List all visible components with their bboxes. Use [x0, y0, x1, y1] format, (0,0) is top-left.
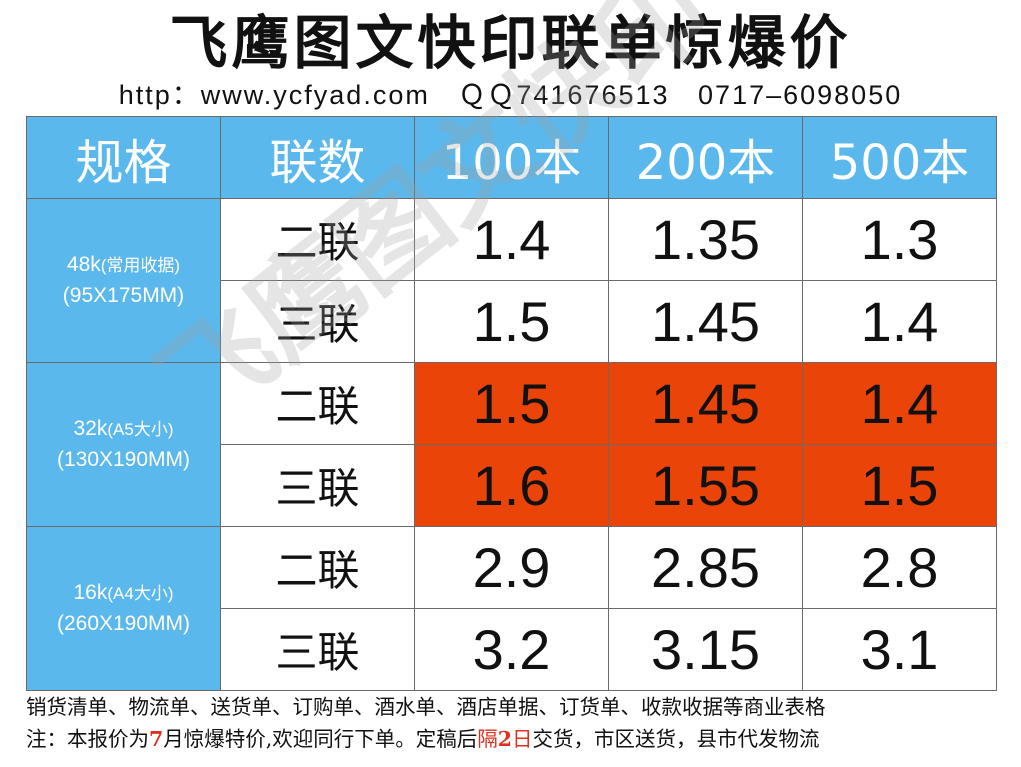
spec-size: 16k [73, 581, 108, 604]
spec-desc: (常用收据) [100, 256, 181, 275]
note-line-2: 注：本报价为7月惊爆特价,欢迎同行下单。定稿后隔2日交货，市区送货，县市代发物流 [26, 724, 1001, 754]
price-cell: 3.2 [414, 608, 609, 691]
price-cell: 1.3 [802, 198, 997, 281]
copies-cell: 三联 [220, 444, 415, 527]
copies-cell: 三联 [220, 280, 415, 363]
price-cell: 2.85 [608, 526, 803, 609]
spec-48k: 48k(常用收据) (95X175MM) [26, 198, 221, 363]
price-cell: 1.4 [414, 198, 609, 281]
spec-dims: (260X190MM) [56, 612, 191, 635]
copies-cell: 二联 [220, 526, 415, 609]
price-cell: 3.15 [608, 608, 803, 691]
qq-number: ＱＱ741676513 [458, 80, 670, 110]
page-title: 飞鹰图文快印联单惊爆价 [169, 9, 852, 77]
price-cell: 1.5 [802, 444, 997, 527]
spec-desc: (A5大小) [107, 420, 174, 439]
price-cell: 1.45 [608, 280, 803, 363]
spec-dims: (130X190MM) [56, 448, 191, 471]
header-copies: 联数 [220, 116, 415, 199]
phone-number: 0717–6098050 [698, 80, 903, 110]
copies-cell: 二联 [220, 198, 415, 281]
note-days-b: 日 [512, 727, 533, 751]
price-cell: 3.1 [802, 608, 997, 691]
price-cell: 1.5 [414, 362, 609, 445]
spec-dims: (95X175MM) [62, 284, 185, 307]
website-url[interactable]: http：www.ycfyad.com [118, 80, 430, 110]
price-cell: 1.45 [608, 362, 803, 445]
header-200: 200本 [608, 116, 803, 199]
note-line-1: 销货清单、物流单、送货单、订购单、酒水单、酒店单据、订货单、收款收据等商业表格 [26, 695, 826, 719]
copies-cell: 二联 [220, 362, 415, 445]
price-cell: 1.35 [608, 198, 803, 281]
table-row-highlighted: 32k(A5大小) (130X190MM) 二联 1.5 1.45 1.4 [26, 362, 997, 527]
copies-cell: 三联 [220, 608, 415, 691]
price-cell: 2.9 [414, 526, 609, 609]
note-text: 月惊爆特价,欢迎同行下单。定稿后 [163, 727, 478, 751]
price-cell: 1.4 [802, 280, 997, 363]
note-text: 交货，市区送货，县市代发物流 [532, 727, 820, 751]
note-days-a: 隔 [477, 727, 498, 751]
note-month: 7 [149, 727, 164, 751]
contact-line: http：www.ycfyad.com ＱＱ741676513 0717–609… [0, 78, 1021, 112]
price-cell: 1.55 [608, 444, 803, 527]
header-100: 100本 [414, 116, 609, 199]
note-days-num: 2 [497, 727, 513, 751]
spec-16k: 16k(A4大小) (260X190MM) [26, 526, 221, 691]
note-text: 注：本报价为 [26, 727, 149, 751]
spec-desc: (A4大小) [107, 584, 174, 603]
price-cell: 2.8 [802, 526, 997, 609]
spec-size: 32k [73, 417, 108, 440]
table-row: 三联 1.5 1.45 1.4 [27, 280, 997, 363]
table-row: 48k(常用收据) (95X175MM) 二联 1.4 1.35 1.3 [26, 198, 997, 363]
header-spec: 规格 [26, 116, 221, 199]
table-header-row: 规格 联数 100本 200本 500本 [26, 116, 997, 199]
spec-32k: 32k(A5大小) (130X190MM) [26, 362, 221, 527]
table-row: 16k(A4大小) (260X190MM) 二联 2.9 2.85 2.8 [26, 526, 997, 691]
price-table: 规格 联数 100本 200本 500本 48k(常用收据) (95X175MM… [26, 116, 997, 691]
price-cell: 1.4 [802, 362, 997, 445]
table-row: 三联 3.2 3.15 3.1 [27, 608, 997, 691]
spec-size: 48k [66, 253, 101, 276]
header-500: 500本 [802, 116, 997, 199]
price-cell: 1.5 [414, 280, 609, 363]
price-cell: 1.6 [414, 444, 609, 527]
table-row-highlighted: 三联 1.6 1.55 1.5 [27, 444, 997, 527]
